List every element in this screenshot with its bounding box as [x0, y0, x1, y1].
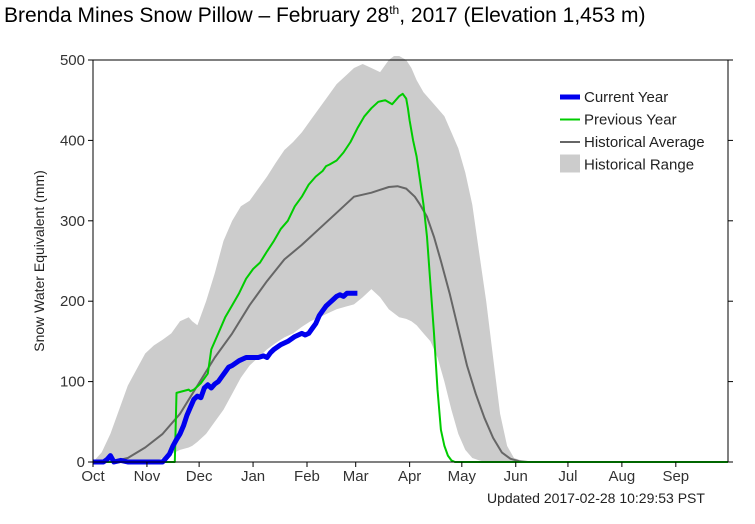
legend-swatch-historical-range — [560, 154, 580, 173]
range-layer — [93, 56, 728, 462]
historical-range-band — [93, 56, 728, 462]
y-tick-label: 200 — [60, 293, 85, 310]
x-tick-label: Sep — [662, 468, 689, 485]
current-year-line — [93, 290, 358, 465]
x-tick-label: Feb — [294, 468, 320, 485]
y-tick-label: 400 — [60, 132, 85, 149]
legend-label-historical-average: Historical Average — [584, 134, 705, 151]
title-prefix: Brenda Mines Snow Pillow – February 28 — [4, 4, 390, 27]
legend-label-historical-range: Historical Range — [584, 157, 694, 174]
y-axis-label: Snow Water Equivalent (mm) — [31, 170, 47, 352]
updated-timestamp: Updated 2017-02-28 10:29:53 PST — [487, 490, 705, 506]
y-tick-label: 0 — [77, 454, 85, 471]
previous-year-line — [93, 92, 728, 463]
x-tick-label: Nov — [134, 468, 161, 485]
x-tick-label: Apr — [398, 468, 421, 485]
x-tick-label: May — [448, 468, 477, 485]
plot-frame — [92, 59, 729, 463]
series-layer — [93, 92, 728, 465]
x-tick-label: Mar — [343, 468, 369, 485]
x-tick-label: Dec — [186, 468, 213, 485]
legend-label-previous-year: Previous Year — [584, 112, 677, 129]
x-tick-label: Jul — [558, 468, 577, 485]
y-tick-label: 500 — [60, 52, 85, 69]
chart-title: Brenda Mines Snow Pillow – February 28th… — [4, 4, 646, 28]
title-suffix: , 2017 (Elevation 1,453 m) — [399, 4, 646, 27]
legend-label-current-year: Current Year — [584, 89, 668, 106]
x-tick-label: Aug — [609, 468, 636, 485]
axes-layer: 0 100 200 300 400 500 Oct Nov Dec Jan Feb Mar Apr May… — [60, 52, 733, 485]
y-tick-label: 100 — [60, 374, 85, 391]
y-tick-label: 300 — [60, 213, 85, 230]
legend: Current Year Previous Year Historical Aver… — [560, 89, 705, 174]
title-superscript: th — [389, 3, 400, 17]
x-tick-label: Jun — [504, 468, 528, 485]
x-tick-label: Oct — [81, 468, 105, 485]
x-tick-label: Jan — [241, 468, 265, 485]
